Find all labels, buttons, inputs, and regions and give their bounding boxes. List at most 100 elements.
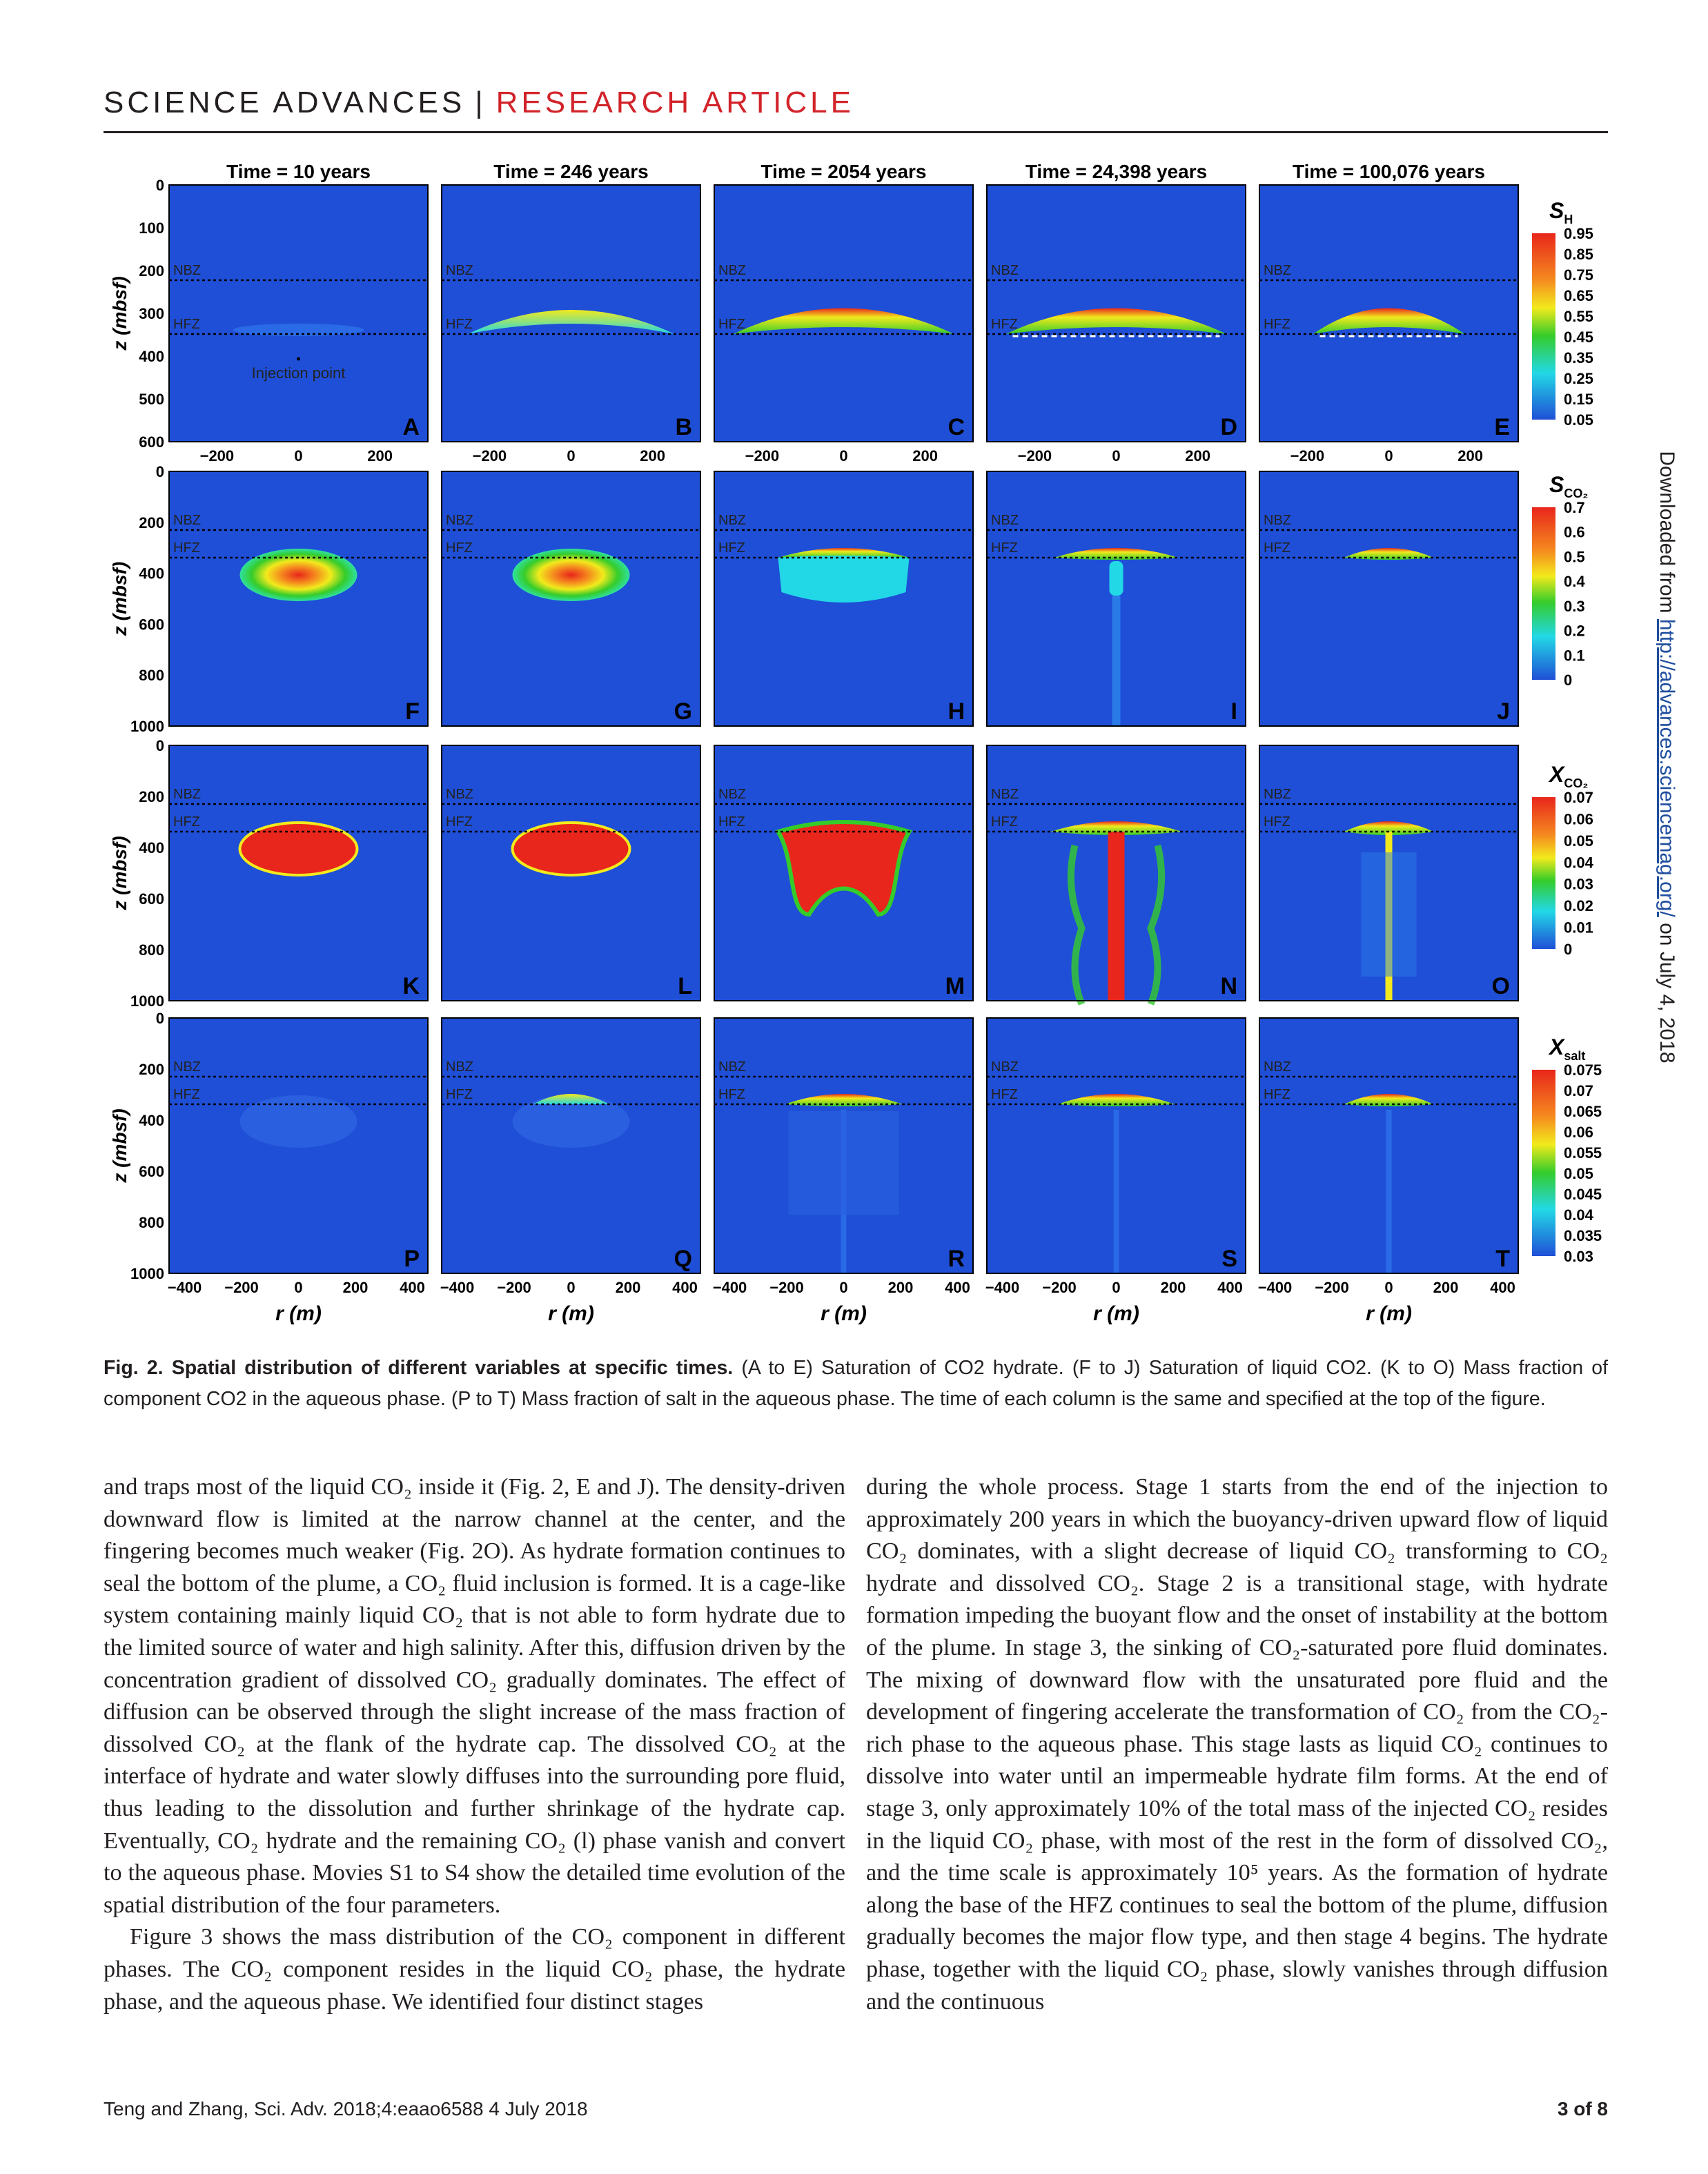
hfz-label: HFZ [718,540,745,556]
y-tick-label: 600 [139,433,164,451]
y-tick-label: 0 [156,177,164,194]
plot-panel: NBZ HFZ J [1259,471,1519,727]
x-axis-title: r (m) [821,1302,867,1325]
panel-frame [168,471,429,727]
panel-frame [1259,745,1519,1001]
y-tick-label: 600 [139,890,164,908]
dissolved-co2-finger [1147,844,1166,1006]
nbz-label: NBZ [446,787,473,802]
y-tick-label: 500 [139,391,164,408]
y-tick-label: 400 [139,1112,164,1129]
liquid-co2-trail [1112,596,1121,726]
x-tick-label: 200 [367,447,393,464]
plot-panel: NBZ HFZ T [1259,1017,1519,1274]
panel-letter: L [678,973,692,999]
hfz-label: HFZ [173,814,200,830]
panel-letter: B [675,414,692,440]
figure-caption: Fig. 2. Spatial distribution of differen… [104,1353,1608,1415]
x-tick-label: −200 [497,1279,531,1296]
salt-plume [512,1095,630,1148]
panel-frame [714,745,974,1001]
dissolved-co2-halo [1361,852,1417,977]
x-tick-label: −200 [1042,1279,1077,1296]
body-column-left: and traps most of the liquid CO₂ inside … [104,1471,845,2018]
colorbar-tick-label: 0.2 [1564,623,1585,640]
y-tick-label: 0 [156,463,164,480]
nbz-label: NBZ [173,263,201,278]
plot-panel: NBZ HFZ F [168,471,429,727]
panel-letter: Q [674,1246,692,1272]
salt-column [1113,1110,1119,1273]
download-note: Downloaded from http://advances.sciencem… [1655,451,1678,1063]
y-tick-label: 0 [156,737,164,754]
salt-cap [1057,1094,1175,1106]
colorbar-tick-label: 0.1 [1564,647,1585,664]
x-tick-label: 400 [945,1279,970,1296]
panel-letter: G [674,698,692,725]
x-tick-label: −200 [224,1279,259,1296]
colorbar-tick-label: 0.95 [1564,225,1593,242]
y-tick-label: 200 [139,1061,164,1078]
colorbar-gradient [1532,1070,1555,1256]
nbz-label: NBZ [991,1059,1019,1075]
colorbar-tick-label: 0.6 [1564,524,1585,541]
hfz-label: HFZ [446,814,473,830]
time-label: Time = 2054 years [760,161,926,182]
x-tick-label: 200 [1161,1279,1186,1296]
dissolved-co2-plume [511,821,631,877]
panel-background [169,185,428,442]
x-tick-label: 0 [1384,1279,1393,1296]
panel-frame [1259,471,1519,727]
caption-label: Fig. 2. Spatial distribution of differen… [104,1357,734,1379]
nbz-label: NBZ [446,1059,473,1075]
article-section: RESEARCH ARTICLE [495,86,854,119]
hfz-label: HFZ [1264,1087,1290,1102]
hydrate-cap [467,310,675,334]
hydrate-cap [733,308,954,334]
x-tick-label: −200 [1018,447,1052,464]
paragraph: during the whole process. Stage 1 starts… [866,1474,1608,2015]
panel-letter: F [405,698,420,725]
panel-letter: A [402,414,420,440]
plot-panel: NBZ HFZ N [986,745,1246,1006]
plot-panel: NBZ HFZ I [986,471,1246,727]
y-tick-label: 200 [139,788,164,805]
injection-point-label: Injection point [252,364,346,382]
y-axis-title: z (mbsf) [109,836,130,910]
x-tick-label: −200 [745,447,780,464]
panel-frame [441,745,701,1001]
x-tick-label: −200 [1315,1279,1349,1296]
hfz-label: HFZ [718,1087,745,1102]
nbz-label: NBZ [991,263,1019,278]
y-tick-label: 1000 [130,1265,164,1282]
x-tick-label: 0 [567,1279,575,1296]
hfz-label: HFZ [991,540,1018,556]
colorbar-tick-label: 0 [1564,672,1572,689]
hydrate-cap [1313,308,1465,334]
injection-point-marker [297,357,300,361]
nbz-label: NBZ [173,787,201,802]
download-link[interactable]: http://advances.sciencemag.org/ [1656,618,1678,917]
y-tick-label: 600 [139,1163,164,1180]
download-prefix: Downloaded from [1656,451,1678,619]
liquid-co2-plume [512,549,630,601]
panel-frame [986,745,1246,1001]
caption-text: (A to E) Saturation of CO2 hydrate. (F t… [104,1357,1608,1410]
plot-panel: NBZ HFZ C [714,184,974,442]
panel-frame [714,1017,974,1274]
panel-letter: E [1494,414,1510,440]
colorbar-tick-label: 0.55 [1564,308,1593,325]
colorbar-tick-label: 0.3 [1564,598,1585,615]
x-tick-label: 400 [1490,1279,1515,1296]
x-tick-label: 0 [294,447,302,464]
x-tick-label: 200 [888,1279,914,1296]
panel-letter: K [402,973,420,999]
liquid-co2-plume [239,549,357,601]
x-tick-label: −200 [1290,447,1325,464]
hfz-label: HFZ [173,317,200,332]
colorbar-tick-label: 0.06 [1564,1124,1593,1141]
y-tick-label: 800 [139,667,164,684]
page-number: 3 of 8 [1557,2098,1608,2119]
time-label: Time = 100,076 years [1293,161,1485,182]
colorbar-tick-label: 0.055 [1564,1144,1602,1162]
